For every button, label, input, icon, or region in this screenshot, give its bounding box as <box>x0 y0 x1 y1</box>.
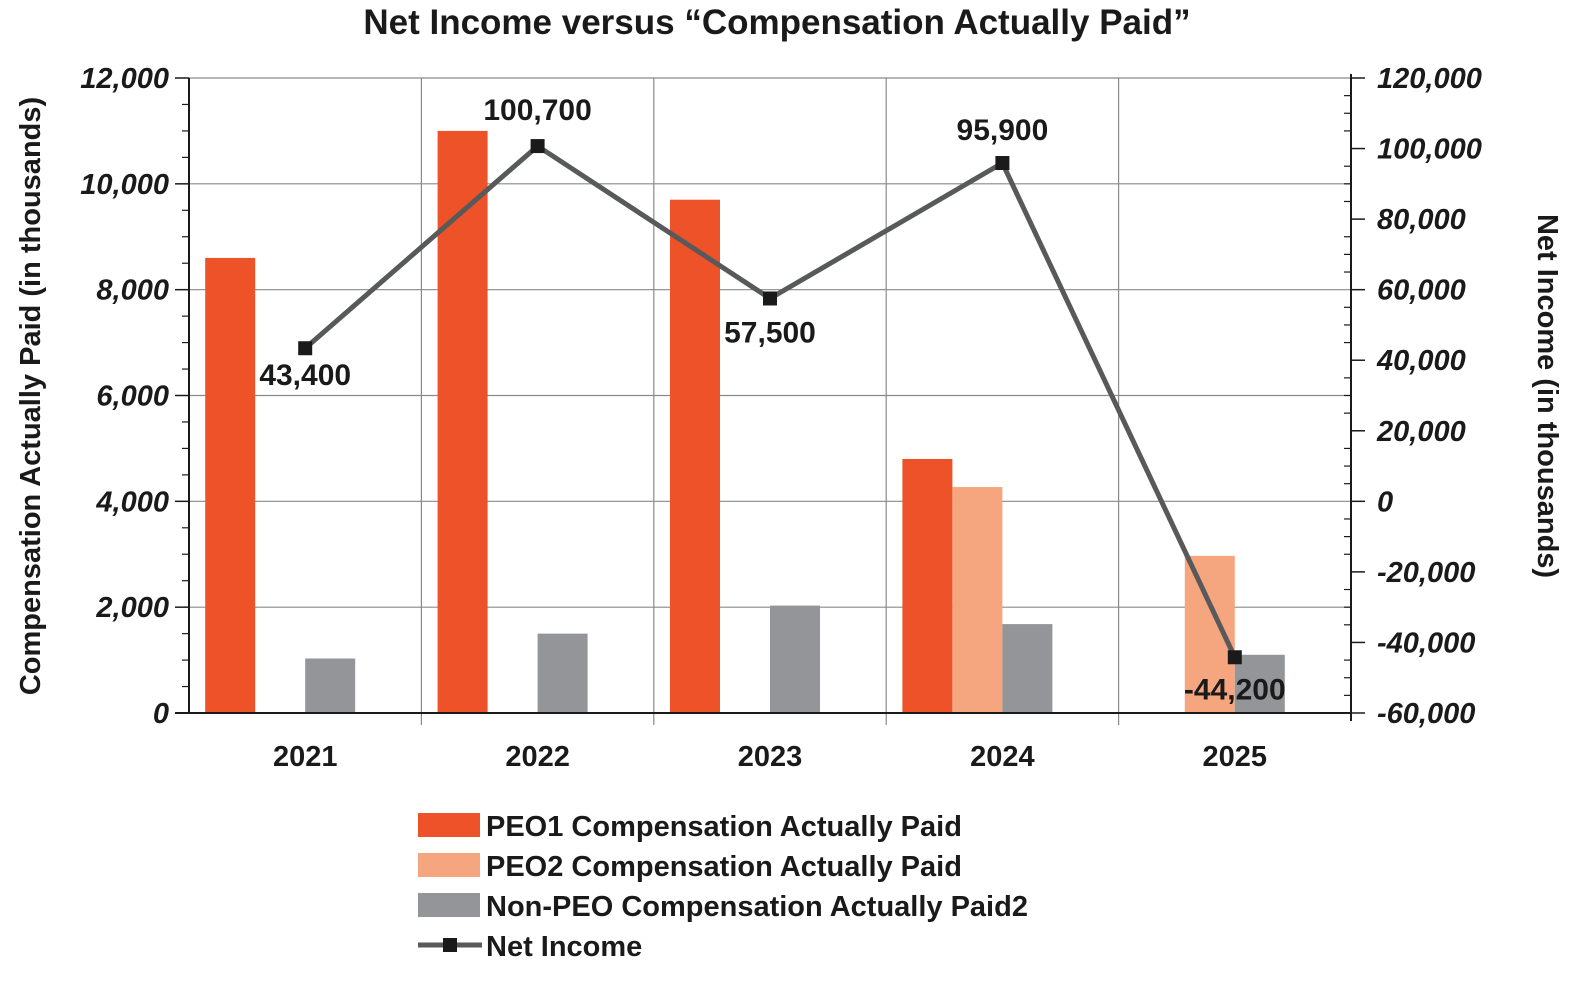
y2-tick-label: 80,000 <box>1377 204 1466 236</box>
y-tick-label: 0 <box>153 698 169 730</box>
bar-non-peo-compensation-actually-paid2-2024 <box>1002 624 1053 713</box>
y-tick-label: 12,000 <box>80 63 169 95</box>
y2-tick-label: -40,000 <box>1377 627 1475 659</box>
bar-peo1-compensation-actually-paid-2023 <box>670 199 720 714</box>
y2-tick-label: -60,000 <box>1377 698 1475 730</box>
y-tick-label: 2,000 <box>95 592 169 624</box>
legend-label-net-income: Net Income <box>486 931 642 963</box>
bar-peo1-compensation-actually-paid-2021 <box>205 257 256 713</box>
net-income-data-label-2024: 95,900 <box>957 114 1049 147</box>
y2-tick-label: -20,000 <box>1377 557 1475 589</box>
legend-swatch-peo2-compensation-actually-paid <box>418 853 480 877</box>
bar-peo1-compensation-actually-paid-2022 <box>437 130 488 713</box>
bar-peo2-compensation-actually-paid-2024 <box>952 487 1003 713</box>
y2-tick-label: 0 <box>1377 486 1393 518</box>
y2-tick-label: 60,000 <box>1377 275 1466 307</box>
y2-axis-title: Net Income (in thousands) <box>1531 214 1563 578</box>
chart-title: Net Income versus “Compensation Actually… <box>363 3 1190 42</box>
x-tick-label-2022: 2022 <box>505 741 570 773</box>
line-layer <box>298 139 1242 665</box>
y-tick-label: 4,000 <box>95 486 169 518</box>
bar-peo1-compensation-actually-paid-2024 <box>902 459 953 713</box>
y2-tick-label: 40,000 <box>1376 345 1466 377</box>
legend: PEO1 Compensation Actually Paid PEO2 Comp… <box>418 811 1028 963</box>
net-income-marker-2022 <box>530 139 545 154</box>
net-income-data-label-2022: 100,700 <box>483 94 591 127</box>
y-tick-label: 8,000 <box>96 275 169 307</box>
net-income-marker-2021 <box>298 341 313 356</box>
y-tick-label: 6,000 <box>96 381 169 413</box>
net-income-data-label-2021: 43,400 <box>259 359 351 392</box>
x-tick-label-2024: 2024 <box>970 741 1035 773</box>
net-income-data-label-2025: -44,200 <box>1184 673 1286 706</box>
legend-label-non-peo-compensation-actually-paid2: Non-PEO Compensation Actually Paid2 <box>486 891 1028 923</box>
bar-non-peo-compensation-actually-paid2-2025 <box>1234 654 1285 713</box>
y2-tick-label: 20,000 <box>1376 416 1466 448</box>
legend-label-peo1-compensation-actually-paid: PEO1 Compensation Actually Paid <box>486 811 962 843</box>
legend-swatch-non-peo-compensation-actually-paid2 <box>418 893 480 917</box>
legend-marker-net-income <box>443 938 457 952</box>
x-tick-label-2021: 2021 <box>273 741 338 773</box>
grid-layer <box>189 77 1351 725</box>
net-income-marker-2023 <box>763 291 777 306</box>
net-income-marker-2024 <box>995 156 1010 171</box>
axes-layer: 0 2,000 4,000 6,000 8,000 10,000 12,000 -60,000… <box>80 63 1482 773</box>
bar-non-peo-compensation-actually-paid2-2023 <box>770 605 820 713</box>
y2-tick-label: 100,000 <box>1377 134 1482 166</box>
y-tick-label: 10,000 <box>80 169 169 201</box>
bar-non-peo-compensation-actually-paid2-2022 <box>537 633 588 713</box>
net-income-marker-2025 <box>1227 650 1242 665</box>
bar-non-peo-compensation-actually-paid2-2021 <box>305 658 356 713</box>
net-income-data-label-2023: 57,500 <box>724 316 816 349</box>
y2-tick-label: 120,000 <box>1377 63 1482 95</box>
x-tick-label-2023: 2023 <box>738 741 803 773</box>
bars-layer <box>205 130 1285 714</box>
legend-swatch-peo1-compensation-actually-paid <box>418 813 480 837</box>
labels-layer: 43,400 100,700 57,500 95,900 -44,200 <box>259 94 1285 706</box>
y-axis-title: Compensation Actually Paid (in thousands… <box>15 97 47 695</box>
legend-label-peo2-compensation-actually-paid: PEO2 Compensation Actually Paid <box>486 851 962 883</box>
x-tick-label-2025: 2025 <box>1203 741 1268 773</box>
